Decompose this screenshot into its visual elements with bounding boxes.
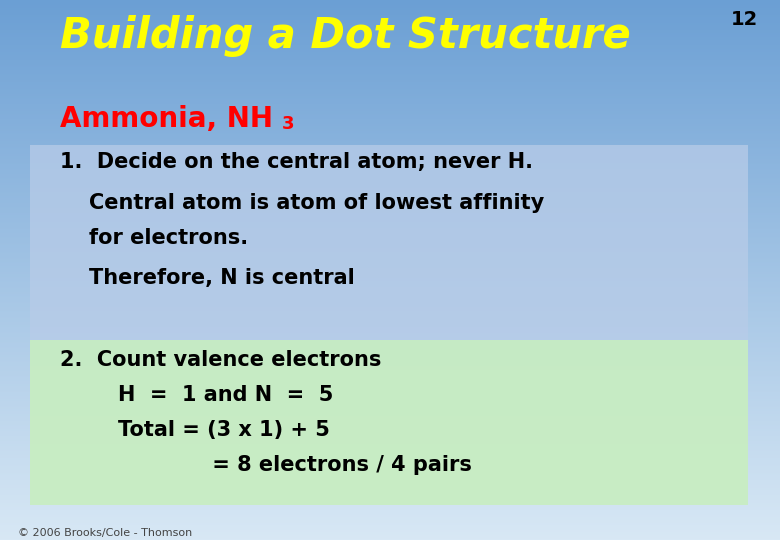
Text: Central atom is atom of lowest affinity: Central atom is atom of lowest affinity <box>60 193 544 213</box>
Text: Therefore, N is central: Therefore, N is central <box>60 268 355 288</box>
Text: Ammonia, NH: Ammonia, NH <box>60 105 273 133</box>
FancyBboxPatch shape <box>30 340 748 505</box>
Text: 3: 3 <box>282 115 295 133</box>
Text: Total = (3 x 1) + 5: Total = (3 x 1) + 5 <box>60 420 330 440</box>
Text: = 8 electrons / 4 pairs: = 8 electrons / 4 pairs <box>60 455 472 475</box>
Text: 2.  Count valence electrons: 2. Count valence electrons <box>60 350 381 370</box>
Text: 12: 12 <box>731 10 758 29</box>
FancyBboxPatch shape <box>30 145 748 340</box>
Text: © 2006 Brooks/Cole - Thomson: © 2006 Brooks/Cole - Thomson <box>18 528 192 538</box>
Text: H  =  1 and N  =  5: H = 1 and N = 5 <box>60 385 333 405</box>
Text: 1.  Decide on the central atom; never H.: 1. Decide on the central atom; never H. <box>60 152 533 172</box>
Text: Building a Dot Structure: Building a Dot Structure <box>60 15 631 57</box>
Text: for electrons.: for electrons. <box>60 228 248 248</box>
